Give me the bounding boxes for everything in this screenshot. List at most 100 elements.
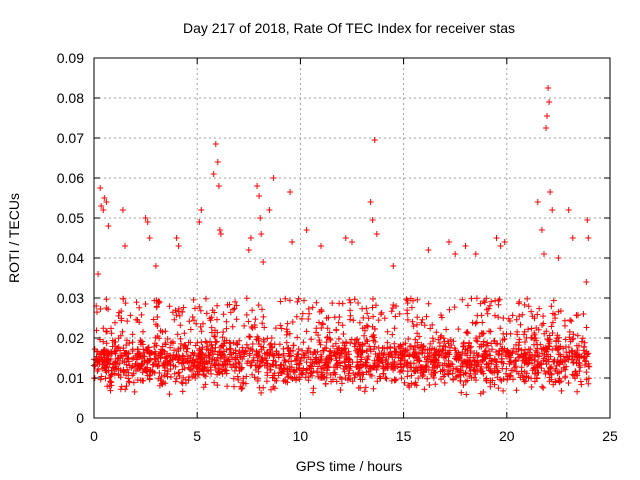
data-point bbox=[339, 322, 346, 329]
data-point bbox=[369, 217, 376, 223]
data-point bbox=[153, 342, 160, 349]
data-point bbox=[117, 374, 124, 381]
data-point bbox=[430, 374, 437, 381]
data-point bbox=[308, 336, 315, 343]
data-point bbox=[406, 384, 413, 391]
y-tick-label: 0.01 bbox=[57, 370, 84, 386]
data-point bbox=[513, 316, 520, 323]
data-point bbox=[480, 341, 487, 348]
data-point bbox=[98, 354, 105, 361]
data-point bbox=[298, 371, 305, 377]
data-point bbox=[339, 339, 346, 346]
data-point bbox=[381, 350, 388, 356]
data-point bbox=[575, 359, 582, 366]
data-point bbox=[514, 331, 521, 338]
data-point bbox=[506, 358, 513, 365]
data-point bbox=[525, 354, 532, 361]
data-point bbox=[384, 339, 391, 346]
data-point bbox=[239, 348, 246, 355]
data-point bbox=[208, 329, 215, 336]
data-point bbox=[154, 314, 161, 320]
data-point bbox=[146, 375, 153, 382]
data-point bbox=[111, 370, 118, 377]
data-point bbox=[438, 351, 445, 358]
data-point bbox=[585, 235, 592, 241]
data-point bbox=[462, 378, 469, 385]
data-point bbox=[414, 314, 421, 321]
data-point bbox=[480, 330, 487, 337]
data-point bbox=[118, 383, 125, 390]
data-point bbox=[469, 319, 476, 326]
data-point bbox=[258, 231, 265, 237]
data-point bbox=[494, 374, 501, 381]
data-point bbox=[299, 347, 306, 354]
data-point bbox=[364, 338, 371, 345]
data-point bbox=[252, 316, 259, 323]
data-point bbox=[582, 358, 589, 365]
data-point bbox=[249, 347, 256, 354]
data-point bbox=[108, 325, 114, 332]
data-point bbox=[584, 217, 591, 223]
data-point bbox=[573, 312, 580, 319]
data-point bbox=[432, 352, 439, 359]
data-point bbox=[305, 345, 312, 352]
data-point bbox=[125, 351, 132, 357]
data-point bbox=[247, 235, 254, 241]
data-point bbox=[370, 296, 376, 302]
data-point bbox=[184, 345, 191, 352]
data-point bbox=[241, 322, 248, 329]
data-point bbox=[232, 298, 239, 305]
data-point bbox=[352, 341, 359, 347]
data-point bbox=[119, 358, 126, 364]
data-point bbox=[544, 113, 550, 119]
data-point bbox=[263, 378, 270, 385]
data-point bbox=[487, 328, 494, 335]
data-point bbox=[341, 347, 347, 353]
data-point bbox=[283, 331, 290, 338]
data-point bbox=[375, 317, 382, 324]
data-point bbox=[581, 344, 587, 351]
data-point bbox=[549, 207, 556, 213]
data-point bbox=[130, 370, 137, 377]
data-point bbox=[529, 334, 536, 341]
data-point bbox=[584, 351, 591, 358]
data-point bbox=[158, 380, 165, 387]
data-point bbox=[449, 370, 456, 377]
data-point bbox=[206, 315, 213, 322]
data-point bbox=[349, 239, 355, 245]
y-tick-label: 0.09 bbox=[57, 50, 84, 66]
data-point bbox=[444, 349, 451, 356]
data-point bbox=[585, 375, 592, 382]
data-point bbox=[420, 343, 426, 350]
data-point bbox=[464, 377, 471, 384]
data-point bbox=[326, 335, 333, 342]
data-point bbox=[361, 388, 368, 395]
data-point bbox=[510, 376, 516, 383]
data-point bbox=[166, 303, 173, 310]
data-point bbox=[371, 137, 378, 143]
data-point bbox=[445, 357, 452, 364]
data-point bbox=[536, 305, 543, 312]
data-point bbox=[271, 341, 278, 348]
data-point bbox=[345, 370, 352, 377]
data-point bbox=[200, 384, 207, 391]
data-point bbox=[532, 366, 539, 373]
data-point bbox=[145, 348, 151, 354]
data-point bbox=[335, 336, 342, 342]
data-point bbox=[539, 322, 545, 329]
data-point bbox=[187, 339, 194, 346]
data-point bbox=[371, 325, 378, 332]
data-point bbox=[347, 307, 354, 314]
data-point bbox=[212, 333, 219, 340]
data-point bbox=[267, 363, 274, 370]
data-point bbox=[517, 321, 524, 328]
data-point bbox=[264, 372, 271, 379]
data-point bbox=[158, 346, 165, 353]
y-tick-label: 0.04 bbox=[57, 250, 84, 266]
data-point bbox=[103, 340, 110, 347]
data-point bbox=[133, 316, 140, 323]
data-point bbox=[385, 351, 392, 358]
data-point bbox=[546, 340, 553, 347]
data-point bbox=[577, 364, 584, 371]
